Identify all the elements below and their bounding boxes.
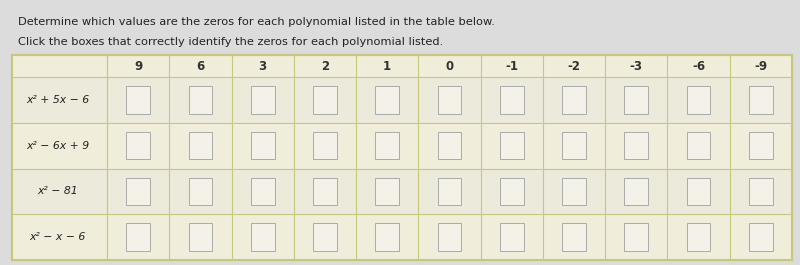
Text: x² − x − 6: x² − x − 6 [30, 232, 86, 242]
Bar [438, 178, 462, 205]
Text: 1: 1 [383, 60, 391, 73]
Bar [126, 86, 150, 114]
Bar [375, 132, 399, 159]
Bar [189, 86, 212, 114]
Bar [686, 132, 710, 159]
Text: Determine which values are the zeros for each polynomial listed in the table bel: Determine which values are the zeros for… [18, 17, 495, 27]
Bar [500, 223, 524, 251]
Bar [749, 178, 773, 205]
Bar [12, 77, 792, 123]
Bar [12, 55, 792, 77]
Text: -3: -3 [630, 60, 643, 73]
Bar [749, 86, 773, 114]
Bar [438, 223, 462, 251]
Bar [686, 178, 710, 205]
Bar [313, 132, 337, 159]
Text: x² + 5x − 6: x² + 5x − 6 [26, 95, 89, 105]
Text: x² − 81: x² − 81 [38, 186, 78, 196]
Bar [686, 86, 710, 114]
Bar [189, 132, 212, 159]
Text: 9: 9 [134, 60, 142, 73]
Bar [375, 86, 399, 114]
Bar [375, 178, 399, 205]
Text: 6: 6 [196, 60, 205, 73]
Bar [126, 178, 150, 205]
Bar [189, 223, 212, 251]
Text: x² − 6x + 9: x² − 6x + 9 [26, 141, 89, 151]
Bar [12, 169, 792, 214]
Bar [625, 223, 648, 251]
Bar [438, 86, 462, 114]
Bar [625, 178, 648, 205]
Bar [562, 223, 586, 251]
Bar [12, 55, 792, 260]
Bar [251, 86, 274, 114]
Text: 0: 0 [446, 60, 454, 73]
Text: -1: -1 [506, 60, 518, 73]
Bar [313, 178, 337, 205]
Bar [12, 214, 792, 260]
Bar [12, 123, 792, 169]
Text: Click the boxes that correctly identify the zeros for each polynomial listed.: Click the boxes that correctly identify … [18, 37, 443, 47]
Bar [625, 132, 648, 159]
Bar [562, 132, 586, 159]
Text: 3: 3 [258, 60, 266, 73]
Bar [313, 86, 337, 114]
Bar [126, 223, 150, 251]
Bar [126, 132, 150, 159]
Bar [251, 223, 274, 251]
Text: -2: -2 [567, 60, 581, 73]
Bar [500, 178, 524, 205]
Bar [686, 223, 710, 251]
Text: -6: -6 [692, 60, 705, 73]
Bar [251, 132, 274, 159]
Bar [189, 178, 212, 205]
Text: 2: 2 [321, 60, 329, 73]
Bar [251, 178, 274, 205]
Bar [749, 132, 773, 159]
Bar [562, 178, 586, 205]
Bar [12, 55, 792, 260]
Bar [438, 132, 462, 159]
Bar [500, 86, 524, 114]
Bar [375, 223, 399, 251]
Bar [313, 223, 337, 251]
Text: -9: -9 [754, 60, 767, 73]
Bar [500, 132, 524, 159]
Bar [562, 86, 586, 114]
Bar [625, 86, 648, 114]
Bar [749, 223, 773, 251]
